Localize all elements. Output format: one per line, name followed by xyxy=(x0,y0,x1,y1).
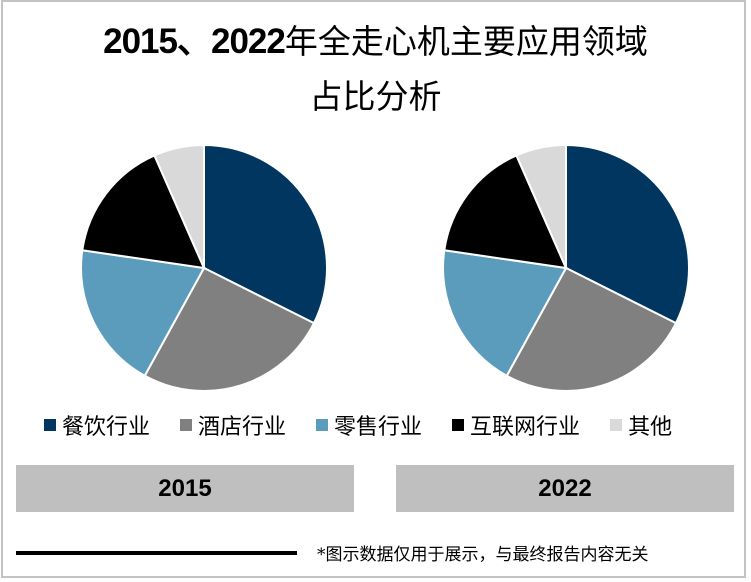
pie-chart-2015 xyxy=(80,143,328,392)
year-label-2015: 2015 xyxy=(16,465,354,512)
title-years: 2015、2022 xyxy=(103,22,286,61)
legend-item-other: 其他 xyxy=(610,409,672,441)
footnote: *图示数据仅用于展示，与最终报告内容无关 xyxy=(317,545,649,565)
legend-swatch xyxy=(610,419,623,431)
pie-slice xyxy=(203,143,328,325)
legend-swatch xyxy=(452,419,465,431)
legend-item-catering: 餐饮行业 xyxy=(44,409,150,441)
pie-slice xyxy=(515,143,567,269)
pie-slice xyxy=(505,266,678,392)
legend: 餐饮行业 酒店行业 零售行业 互联网行业 其他 xyxy=(44,409,672,441)
legend-swatch xyxy=(180,419,193,431)
pie-slice xyxy=(565,143,690,325)
legend-swatch xyxy=(44,419,56,431)
pie-slice xyxy=(143,266,316,392)
pie-slice xyxy=(443,154,568,270)
legend-item-internet: 互联网行业 xyxy=(452,409,580,441)
pie-chart-2022 xyxy=(442,143,690,392)
chart-title-line1: 2015、2022年全走心机主要应用领域 xyxy=(0,22,751,62)
footnote-rule xyxy=(16,551,297,555)
pie-slice xyxy=(81,154,206,270)
pie-slice xyxy=(80,249,206,378)
legend-swatch xyxy=(316,419,329,431)
pie-slice xyxy=(442,249,568,378)
legend-item-retail: 零售行业 xyxy=(316,409,422,441)
year-label-2022: 2022 xyxy=(396,465,734,512)
chart-title-line2: 占比分析 xyxy=(309,77,442,116)
pie-slice xyxy=(153,143,205,269)
title-text: 年全走心机主要应用领域 xyxy=(284,22,648,61)
legend-item-hotel: 酒店行业 xyxy=(180,409,286,441)
